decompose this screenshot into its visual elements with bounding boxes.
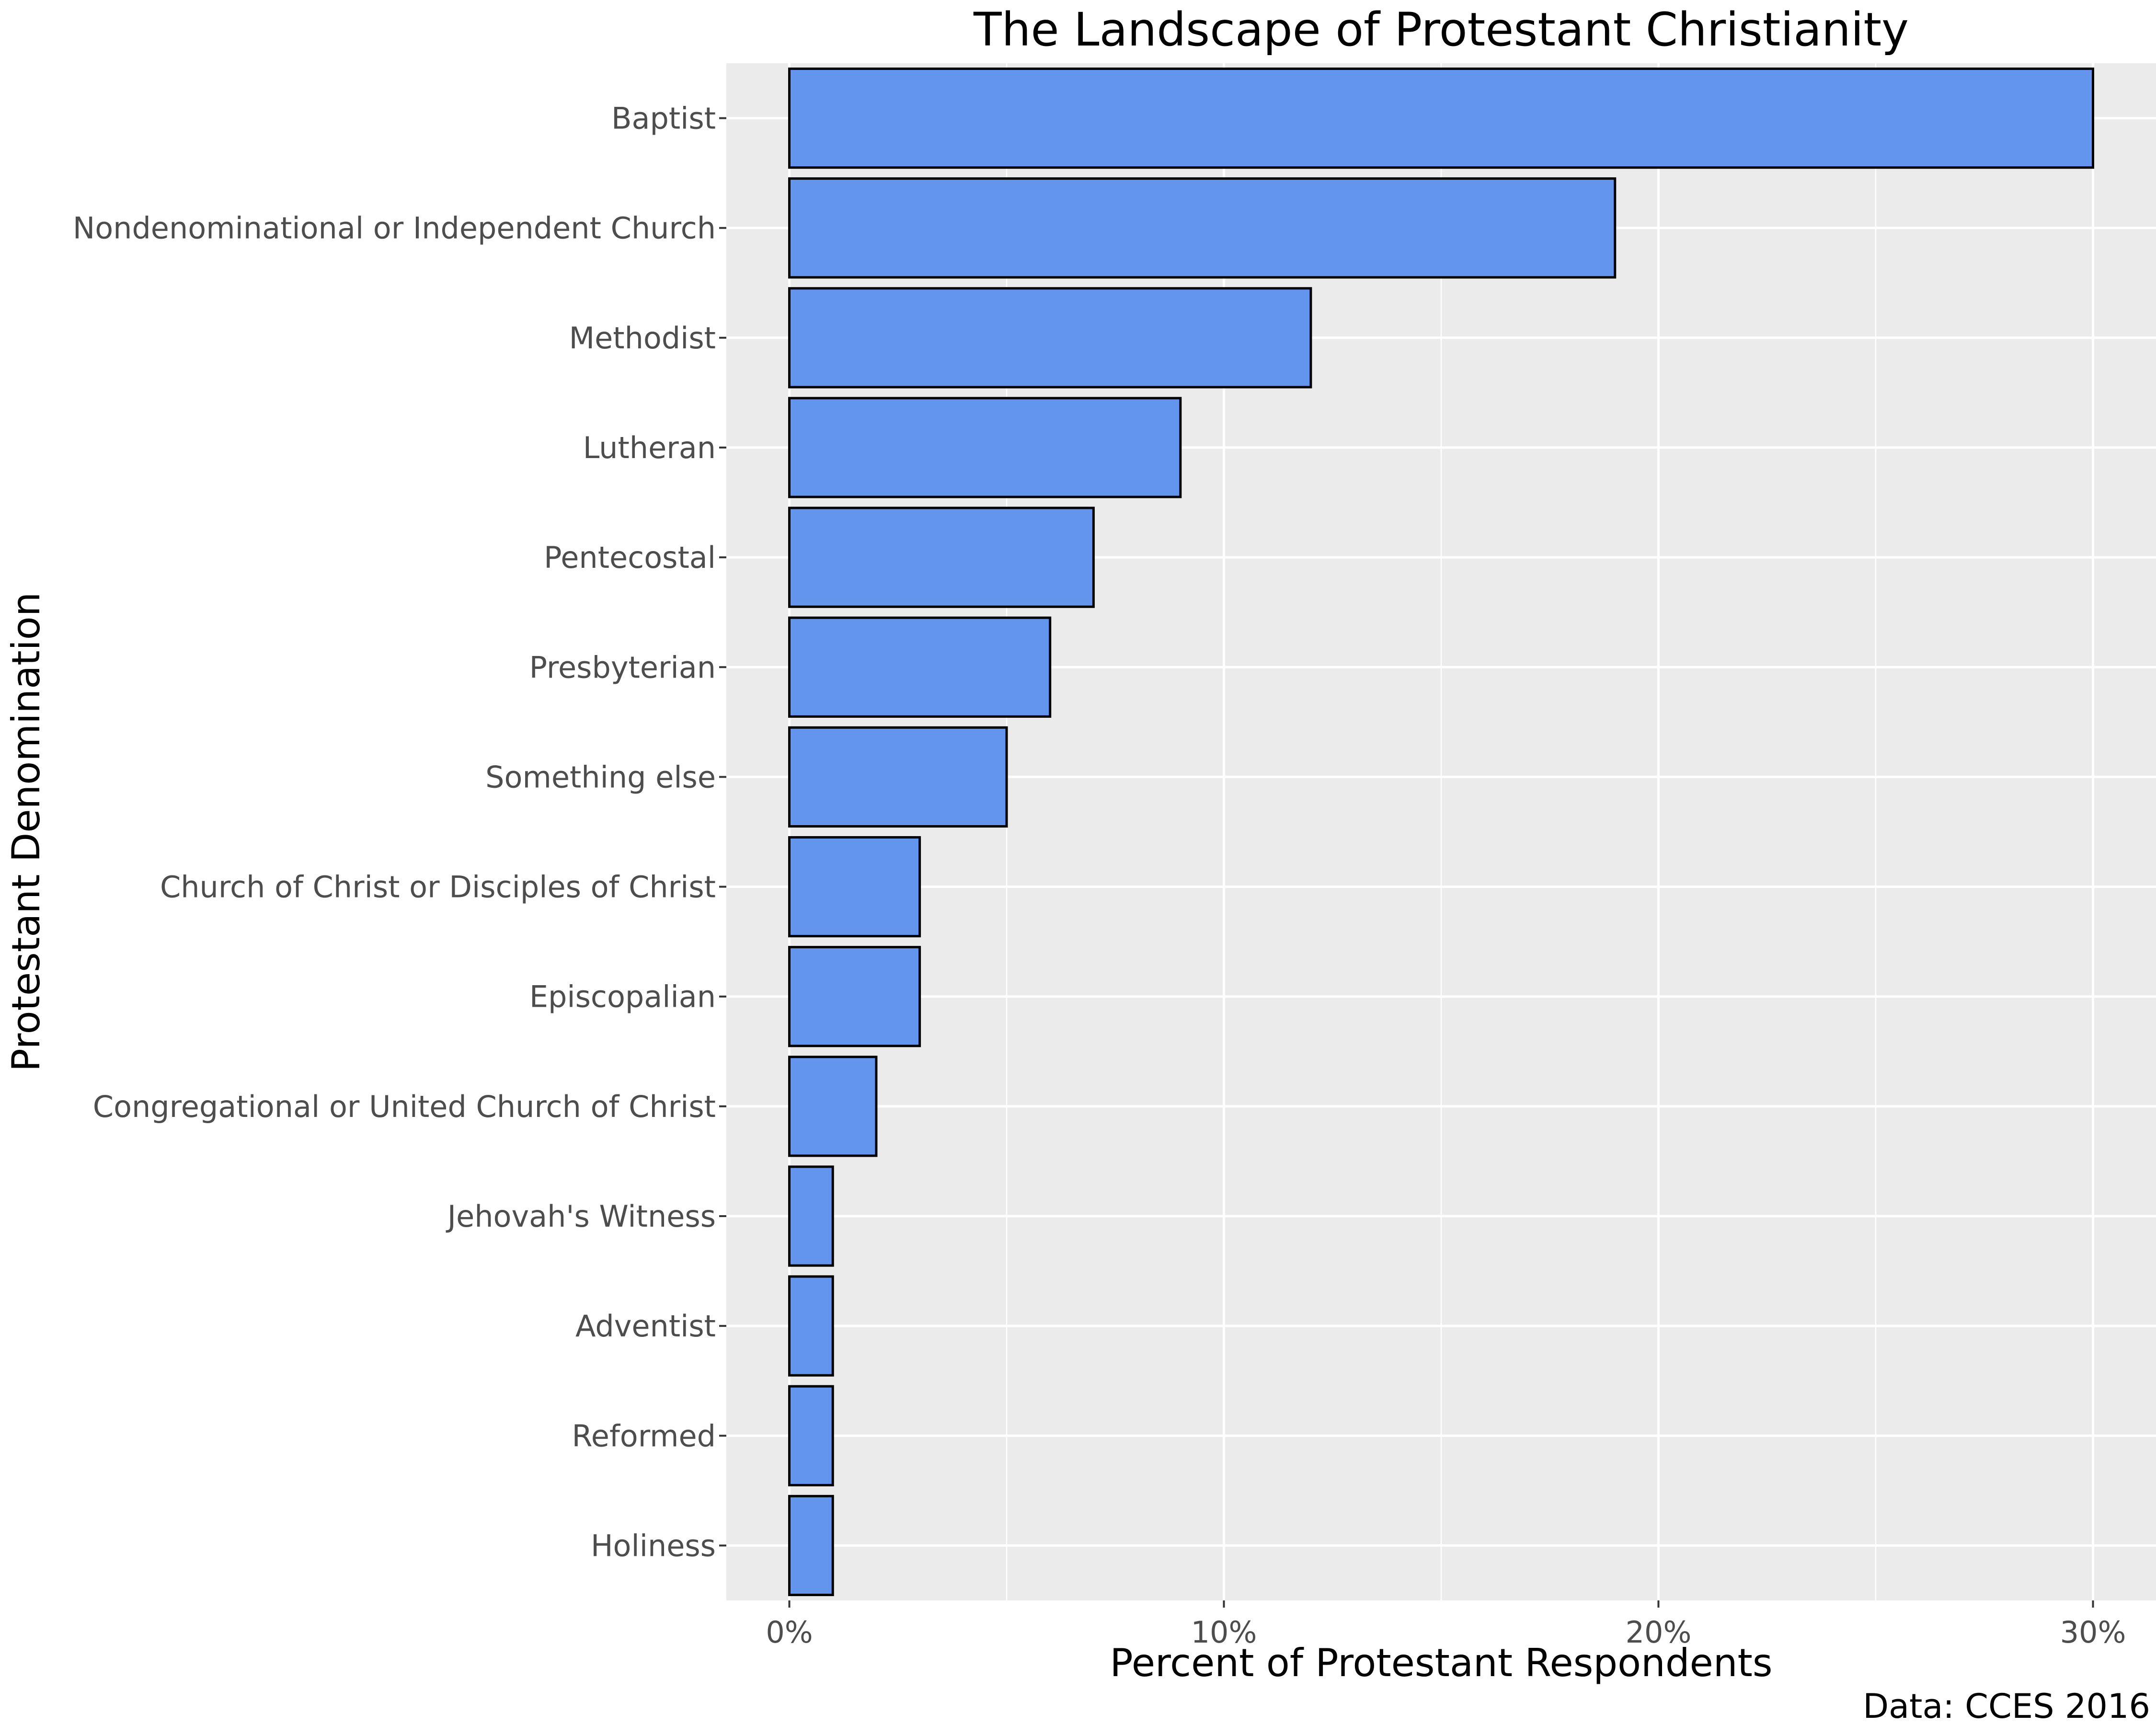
x-tick-label: 20% (1626, 1615, 1692, 1650)
bar (788, 1165, 834, 1267)
x-tick-label: 10% (1191, 1615, 1257, 1650)
bar (788, 177, 1617, 279)
y-tick-label: Pentecostal (544, 540, 716, 575)
chart-caption: Data: CCES 2016 (1863, 1687, 2150, 1725)
y-tick-label: Something else (485, 759, 716, 794)
y-tick-label: Holiness (591, 1528, 716, 1563)
y-tick-label: Jehovah's Witness (446, 1199, 716, 1234)
x-axis-title: Percent of Protestant Respondents (1110, 1641, 1772, 1685)
bar (788, 397, 1182, 498)
x-tick-label: 30% (2060, 1615, 2126, 1650)
bar (788, 287, 1312, 389)
bar (788, 1495, 834, 1597)
bar (788, 1385, 834, 1486)
y-tick-label: Baptist (611, 101, 716, 136)
y-tick-label: Reformed (572, 1418, 716, 1453)
bar (788, 726, 1008, 828)
bar (788, 946, 921, 1047)
y-axis-title: Protestant Denomination (4, 592, 48, 1072)
y-tick-label: Congregational or United Church of Chris… (93, 1089, 716, 1124)
bars (788, 67, 2094, 1597)
x-axis-tick-labels: 0% 10% 20% 30% (766, 1615, 2126, 1650)
bar (788, 616, 1052, 718)
y-tick-label: Methodist (569, 321, 716, 356)
y-tick-label: Church of Christ or Disciples of Christ (160, 870, 716, 905)
x-tick-label: 0% (766, 1615, 813, 1650)
bar (788, 67, 2094, 169)
bar (788, 1056, 878, 1157)
y-tick-label: Presbyterian (529, 650, 716, 685)
y-tick-label: Nondenominational or Independent Church (73, 211, 716, 246)
x-axis-ticks (788, 1600, 2094, 1608)
y-tick-label: Adventist (575, 1309, 716, 1344)
bar (788, 1275, 834, 1377)
y-tick-label: Episcopalian (529, 979, 716, 1014)
y-axis-ticks (719, 117, 726, 1547)
chart-title: The Landscape of Protestant Christianity (973, 3, 1909, 57)
y-tick-label: Lutheran (583, 430, 716, 465)
y-axis-tick-labels: Baptist Nondenominational or Independent … (73, 101, 716, 1564)
bar (788, 836, 921, 938)
bar (788, 506, 1095, 608)
